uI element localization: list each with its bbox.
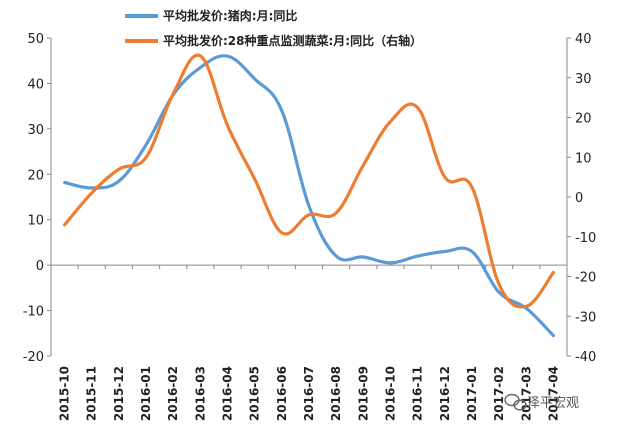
series-layer [62,53,555,338]
right-axis-tick-label: -30 [575,310,596,325]
wechat-icon [504,393,527,411]
x-axis-tick-label: 2016-04 [221,366,235,421]
left-axis-tick-label: 30 [27,123,44,138]
x-axis-tick-label: 2016-06 [275,366,289,421]
right-axis-tick-label: 0 [575,191,583,206]
left-y-axis: -20 -10 0 10 20 30 40 50 [23,32,52,365]
right-axis-tick-label: 20 [575,112,592,127]
x-axis-tick-label: 2016-08 [329,366,343,421]
x-axis-tick-label: 2016-05 [248,366,262,421]
x-axis-tick-label: 2017-03 [519,366,533,421]
left-axis-tick-label: 20 [27,168,44,183]
x-axis-tick-label: 2016-03 [193,366,207,421]
x-axis-tick-label: 2016-10 [383,366,397,421]
right-axis-tick-label: -20 [575,271,596,286]
x-axis-tick-label: 2015-12 [112,366,126,421]
right-axis-tick-label: 40 [575,32,592,47]
left-axis-tick-label: 40 [27,77,44,92]
legend-label-vegetables: 平均批发价:28种重点监测蔬菜:月:同比（右轴） [163,33,422,48]
series-line-vegetables [62,53,555,309]
x-axis-tick-label: 2015-10 [58,366,72,421]
watermark: 泽平宏观 [504,393,579,411]
x-axis-tick-label: 2016-01 [139,366,153,421]
x-axis-tick-label: 2015-11 [85,366,99,421]
left-axis-tick-label: 10 [27,214,44,229]
right-y-axis: -40 -30 -20 -10 0 10 20 30 40 [566,32,596,365]
legend: 平均批发价:猪肉:月:同比 平均批发价:28种重点监测蔬菜:月:同比（右轴） [125,8,422,48]
legend-label-pork: 平均批发价:猪肉:月:同比 [163,8,297,23]
left-axis-tick-label: -20 [23,350,44,365]
x-axis-tick-label: 2017-01 [465,366,479,421]
left-axis-tick-label: -10 [23,305,44,320]
x-axis-tick-label: 2016-09 [356,366,370,421]
x-axis-tick-label: 2016-11 [411,366,425,421]
watermark-text: 泽平宏观 [527,396,579,411]
left-axis-tick-label: 0 [36,259,44,274]
x-axis-tick-label: 2017-02 [492,366,506,421]
x-axis-tick-label: 2016-07 [302,366,316,421]
x-axis-tick-label: 2016-02 [166,366,180,421]
x-axis-tick-label: 2016-12 [438,366,452,421]
left-axis-tick-label: 50 [27,32,44,47]
x-axis-tick-label: 2017-04 [546,366,560,421]
x-axis: 2015-10 2015-11 2015-12 2016-01 2016-02 2016-… [50,264,568,421]
right-axis-tick-label: -10 [575,231,596,246]
series-line-pork [62,54,555,338]
right-axis-tick-label: 10 [575,151,592,166]
right-axis-tick-label: -40 [575,350,596,365]
right-axis-tick-label: 30 [575,72,592,87]
